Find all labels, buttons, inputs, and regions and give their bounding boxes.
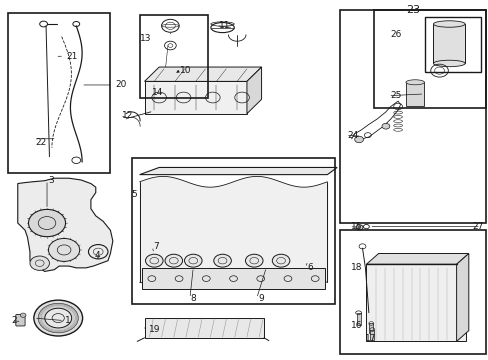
Text: 17: 17 — [365, 334, 376, 343]
Text: 10: 10 — [180, 66, 191, 75]
Text: 12: 12 — [122, 111, 133, 120]
Circle shape — [38, 303, 78, 333]
Circle shape — [184, 254, 202, 267]
Text: 11: 11 — [219, 21, 230, 30]
Bar — [356, 313, 360, 325]
Circle shape — [381, 123, 389, 129]
Bar — [373, 10, 485, 108]
Circle shape — [28, 210, 65, 237]
Circle shape — [272, 254, 289, 267]
Bar — [142, 268, 325, 289]
Ellipse shape — [405, 80, 424, 85]
Polygon shape — [456, 253, 468, 341]
Polygon shape — [144, 67, 261, 81]
Text: 26: 26 — [390, 30, 401, 39]
Text: 22: 22 — [36, 138, 47, 147]
Text: 6: 6 — [306, 264, 312, 273]
Text: 2: 2 — [11, 316, 17, 325]
Text: 4: 4 — [94, 251, 100, 260]
Text: 9: 9 — [258, 294, 264, 303]
Text: 7: 7 — [153, 242, 158, 251]
Circle shape — [164, 254, 182, 267]
Text: 16: 16 — [350, 321, 362, 330]
Text: 23: 23 — [405, 5, 419, 15]
Bar — [140, 15, 207, 98]
Polygon shape — [246, 67, 261, 114]
Text: 3: 3 — [48, 176, 54, 185]
Circle shape — [145, 254, 163, 267]
Text: 24: 24 — [346, 131, 357, 140]
Bar — [8, 13, 110, 173]
Text: 15: 15 — [350, 222, 362, 231]
Text: 14: 14 — [151, 87, 163, 96]
Bar — [368, 323, 372, 333]
Text: 20: 20 — [115, 81, 126, 90]
Circle shape — [30, 256, 49, 270]
Bar — [339, 10, 485, 223]
Text: 27: 27 — [471, 222, 483, 231]
Circle shape — [245, 254, 263, 267]
Circle shape — [20, 313, 26, 318]
Text: 18: 18 — [350, 264, 362, 273]
Bar — [405, 82, 424, 105]
Text: 25: 25 — [390, 91, 401, 100]
Polygon shape — [366, 253, 468, 264]
Ellipse shape — [432, 60, 464, 67]
Bar — [144, 318, 264, 338]
Polygon shape — [18, 178, 113, 271]
Bar — [424, 17, 480, 72]
Text: 19: 19 — [149, 325, 161, 334]
Bar — [132, 158, 334, 304]
Circle shape — [354, 136, 363, 143]
Text: 5: 5 — [131, 190, 137, 199]
Circle shape — [213, 254, 231, 267]
Polygon shape — [140, 167, 336, 175]
FancyBboxPatch shape — [16, 315, 25, 326]
Text: 21: 21 — [66, 52, 78, 61]
Bar — [144, 81, 246, 114]
Bar — [432, 24, 464, 63]
Circle shape — [45, 308, 72, 328]
Circle shape — [48, 238, 80, 261]
Text: 1: 1 — [65, 316, 71, 325]
Text: 8: 8 — [189, 294, 195, 303]
Bar — [339, 230, 485, 354]
Ellipse shape — [432, 21, 464, 27]
Circle shape — [34, 300, 82, 336]
Bar — [369, 329, 373, 339]
Bar — [366, 264, 466, 341]
Text: 13: 13 — [140, 34, 151, 43]
